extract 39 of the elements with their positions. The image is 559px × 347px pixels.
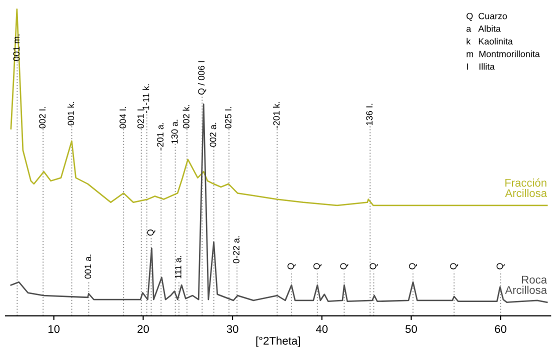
annotation: 002 k.: [182, 104, 190, 128]
annotation: Q: [496, 263, 505, 270]
x-tick-label: 60: [494, 325, 506, 333]
annotation: 004 I.: [120, 106, 126, 128]
annotation: Q: [313, 263, 322, 270]
annotation: 130 a.: [171, 120, 178, 144]
series-label: Roca Arcillosa: [505, 276, 548, 294]
annotation: a Albita: [466, 25, 501, 32]
annotation: k Kaolinita: [466, 38, 513, 45]
x-axis-title: [°2Theta]: [256, 336, 300, 347]
annotation: 111 a.: [175, 256, 182, 278]
annotation: -1-11 k.: [142, 84, 150, 114]
annotation: 001 k.: [68, 102, 74, 126]
x-tick-label: 40: [316, 325, 328, 333]
annotation: -201 a.: [157, 122, 164, 150]
annotation: Q: [409, 263, 418, 270]
annotation: Q Cuarzo: [466, 12, 507, 21]
annotation: Q: [340, 263, 348, 270]
annotation: Q: [147, 229, 156, 236]
annotation: Q / 006 I: [198, 61, 206, 95]
annotation: 001 a.: [84, 254, 92, 279]
x-tick-label: 30: [226, 325, 238, 333]
annotation: m Montmorillonita: [466, 50, 540, 58]
annotation: Q: [370, 263, 378, 270]
annotation: 136 I.: [366, 104, 373, 126]
x-tick-label: 20: [138, 325, 149, 333]
annotation: 0-22 a.: [233, 236, 240, 264]
series-label: Fracción Arcillosa: [505, 178, 548, 198]
annotation: 001 m.: [13, 34, 20, 61]
annotation: 002 a.: [210, 122, 216, 147]
annotation: Q: [288, 263, 296, 270]
annotation: I Illita: [466, 63, 495, 70]
annotation: 025 I.: [224, 106, 232, 128]
annotation: 021 I.: [137, 106, 144, 128]
x-tick-label: 50: [405, 325, 417, 333]
annotation: -201 k.: [273, 102, 280, 128]
annotation: 002 I.: [39, 106, 46, 128]
x-tick-label: 10: [48, 325, 60, 333]
annotation: Q: [450, 263, 458, 270]
